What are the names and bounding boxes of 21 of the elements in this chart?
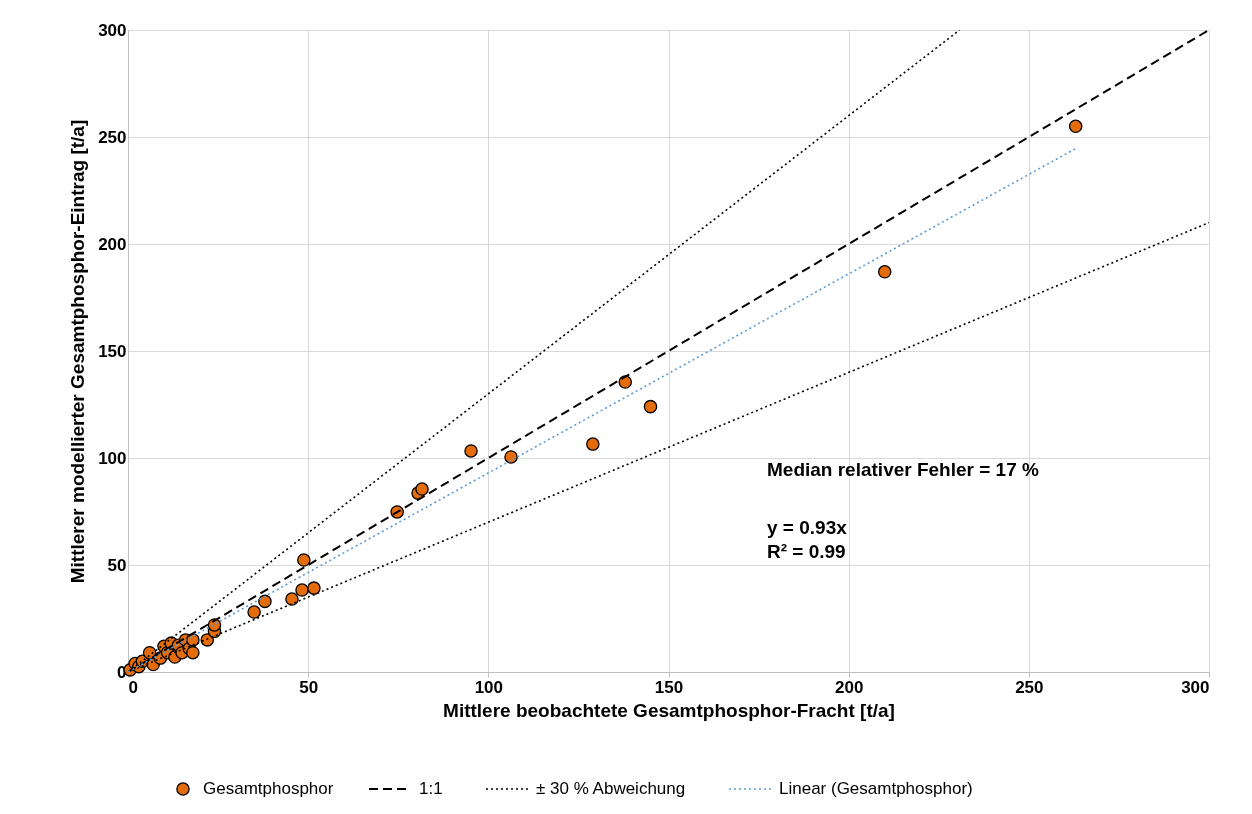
y-tick-label: 250 [98, 127, 127, 147]
y-tick-label: 200 [98, 234, 127, 254]
x-tick-label: 200 [834, 677, 864, 697]
y-tick-label: 100 [98, 448, 127, 468]
x-tick-label: 100 [474, 677, 504, 697]
y-tick-label: 50 [107, 555, 127, 575]
y-tick-label: 300 [98, 20, 127, 40]
legend-label: Gesamtphosphor [203, 779, 334, 798]
x-tick-label: 50 [299, 677, 319, 697]
x-tick-label: 300 [1181, 677, 1210, 697]
x-tick-label: 250 [1015, 677, 1044, 697]
legend-label: Linear (Gesamtphosphor) [779, 779, 973, 798]
annotation: Median relativer Fehler = 17 % [767, 459, 1040, 480]
legend-label: ± 30 % Abweichung [536, 779, 686, 798]
y-axis-title: Mittlerer modellierter Gesamtphosphor-Eintrag [t/a] [67, 119, 89, 584]
x-axis-title: Mittlere beobachtete Gesamtphosphor-Fracht [t/a] [443, 699, 895, 721]
annotation: R² = 0.99 [767, 541, 846, 562]
x-tick-label: 150 [654, 677, 684, 697]
y-tick-label: 150 [98, 341, 127, 361]
legend-label: 1:1 [419, 779, 443, 798]
annotation: y = 0.93x [767, 517, 848, 538]
